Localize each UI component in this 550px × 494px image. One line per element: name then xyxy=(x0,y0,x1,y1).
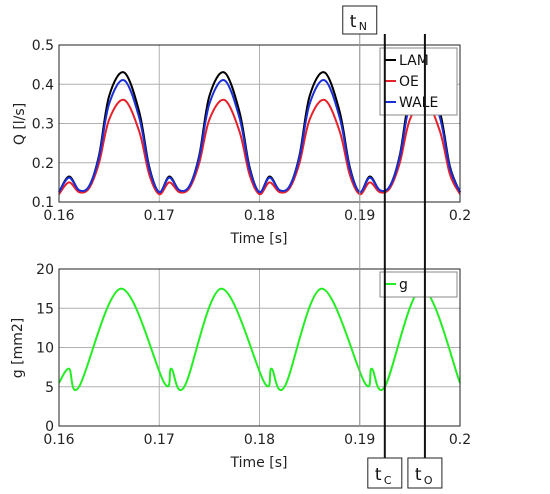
series-line-wale xyxy=(58,79,461,194)
area-x-tick-label: 0.2 xyxy=(449,432,471,448)
flow-rate-x-tick-label: 0.2 xyxy=(449,208,471,224)
area-x-tick-label: 0.16 xyxy=(43,432,74,448)
marker-tn-label-box xyxy=(342,5,378,35)
marker-to-label-box xyxy=(407,457,443,489)
area-y-tick-label: 5 xyxy=(45,380,54,396)
flow-rate-y-tick-label: 0.5 xyxy=(32,38,54,54)
area-panel: 0.16 0.17 0.18 0.19 0.2 0 5 10 15 20 Time [s] g [… xyxy=(10,262,471,471)
marker-tc-label-box xyxy=(367,457,403,489)
marker-to-subscript: O xyxy=(424,474,433,487)
flow-rate-plot-frame xyxy=(58,44,461,203)
marker-tc-subscript: C xyxy=(384,474,392,487)
area-x-tick-label: 0.18 xyxy=(244,432,275,448)
series-line-oe xyxy=(58,98,461,196)
area-y-axis-label: g [mm2] xyxy=(10,318,26,378)
area-y-tick-label: 15 xyxy=(36,301,54,317)
area-y-tick-label: 10 xyxy=(36,341,54,357)
flow-rate-y-axis-label: Q [l/s] xyxy=(12,103,28,145)
flow-rate-y-tick-label: 0.2 xyxy=(32,156,54,172)
flow-rate-y-tick-label: 0.3 xyxy=(32,117,54,133)
flow-rate-x-tick-label: 0.17 xyxy=(144,208,175,224)
flow-rate-panel: 0.16 0.17 0.18 0.19 0.20.10.20.30.40.5 Time … xyxy=(12,38,471,247)
area-y-tick-label: 0 xyxy=(45,419,54,435)
series-line-g xyxy=(58,287,461,391)
flow-rate-y-tick-label: 0.1 xyxy=(32,195,54,211)
flow-rate-x-tick-label: 0.18 xyxy=(244,208,275,224)
marker-to-label: t xyxy=(415,465,422,485)
marker-tn-subscript: N xyxy=(359,20,367,33)
legend-label-g: g xyxy=(399,277,408,293)
area-x-tick-label: 0.17 xyxy=(144,432,175,448)
area-plot-frame xyxy=(58,268,461,427)
marker-tc-label: t xyxy=(375,465,382,485)
flow-rate-x-axis-label: Time [s] xyxy=(230,231,288,247)
area-x-axis-label: Time [s] xyxy=(230,455,288,471)
legend-label-wale: WALE xyxy=(399,95,438,111)
marker-tn-label: t xyxy=(350,12,357,32)
flow-rate-y-tick-label: 0.4 xyxy=(32,77,54,93)
area-x-tick-label: 0.19 xyxy=(344,432,375,448)
legend-label-lam: LAM xyxy=(399,53,429,69)
area-y-tick-label: 20 xyxy=(36,262,54,278)
flow-rate-x-tick-label: 0.16 xyxy=(43,208,74,224)
legend-label-oe: OE xyxy=(399,74,419,90)
